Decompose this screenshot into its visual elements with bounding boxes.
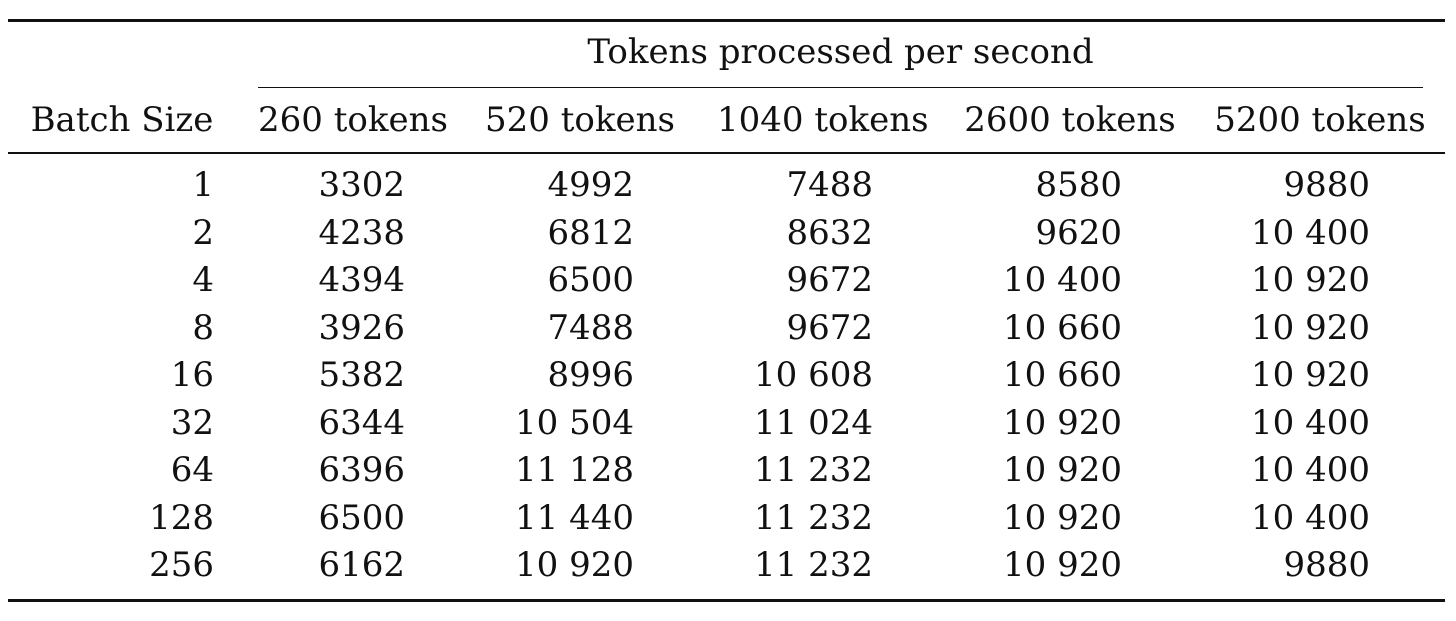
table-cell-batch-size: 32 [170, 403, 214, 443]
table-cell: 10 920 [1003, 545, 1122, 585]
table-cell: 10 400 [1251, 498, 1370, 538]
table-cell: 3926 [318, 308, 405, 348]
table-cell: 9672 [786, 308, 873, 348]
column-header: 5200 tokens [1214, 100, 1426, 140]
table-cell: 10 400 [1251, 213, 1370, 253]
table-cell: 10 920 [1251, 308, 1370, 348]
table-cell-batch-size: 256 [149, 545, 214, 585]
table-cell: 9880 [1283, 165, 1370, 205]
table-cell: 11 024 [754, 403, 873, 443]
top-rule [8, 19, 1445, 22]
table-cell: 10 608 [754, 355, 873, 395]
table-cell: 10 400 [1251, 403, 1370, 443]
table-cell: 10 920 [515, 545, 634, 585]
bottom-rule [8, 599, 1445, 602]
table-cell: 10 920 [1003, 498, 1122, 538]
group-header: Tokens processed per second [587, 32, 1094, 72]
table-cell: 10 660 [1003, 355, 1122, 395]
table-cell: 10 400 [1003, 260, 1122, 300]
table-cell: 3302 [318, 165, 405, 205]
table-cell-batch-size: 64 [170, 450, 214, 490]
table-cell: 9620 [1035, 213, 1122, 253]
table-cell: 6344 [318, 403, 405, 443]
table-cell: 10 504 [515, 403, 634, 443]
table-cell: 6812 [547, 213, 634, 253]
row-header-batch-size: Batch Size [30, 100, 214, 140]
table-cell: 9672 [786, 260, 873, 300]
table-cell: 8580 [1035, 165, 1122, 205]
table-cell: 8632 [786, 213, 873, 253]
table-cell: 10 920 [1003, 403, 1122, 443]
column-header: 260 tokens [258, 100, 448, 140]
table-cell-batch-size: 1 [192, 165, 214, 205]
table-cell: 6500 [547, 260, 634, 300]
table-cell: 11 440 [515, 498, 634, 538]
table-cell-batch-size: 2 [192, 213, 214, 253]
table-cell: 10 400 [1251, 450, 1370, 490]
table-cell: 10 660 [1003, 308, 1122, 348]
table-cell: 7488 [547, 308, 634, 348]
table-cell: 11 128 [515, 450, 634, 490]
table-cell: 4238 [318, 213, 405, 253]
table-cell: 9880 [1283, 545, 1370, 585]
table-cell: 10 920 [1003, 450, 1122, 490]
table-cell: 7488 [786, 165, 873, 205]
table-cell: 4992 [547, 165, 634, 205]
table-cell: 6396 [318, 450, 405, 490]
table-cell: 8996 [547, 355, 634, 395]
column-header: 520 tokens [485, 100, 675, 140]
group-rule [258, 87, 1423, 88]
table-cell: 5382 [318, 355, 405, 395]
table-cell-batch-size: 128 [149, 498, 214, 538]
table-cell: 6162 [318, 545, 405, 585]
column-header: 1040 tokens [717, 100, 929, 140]
table-cell: 11 232 [754, 545, 873, 585]
header-rule [8, 152, 1445, 154]
table-cell-batch-size: 16 [170, 355, 214, 395]
table-cell: 4394 [318, 260, 405, 300]
table-cell: 6500 [318, 498, 405, 538]
table-cell: 10 920 [1251, 260, 1370, 300]
table-cell: 10 920 [1251, 355, 1370, 395]
column-header: 2600 tokens [964, 100, 1176, 140]
table-cell-batch-size: 4 [192, 260, 214, 300]
table-cell: 11 232 [754, 450, 873, 490]
table-cell-batch-size: 8 [192, 308, 214, 348]
table-cell: 11 232 [754, 498, 873, 538]
